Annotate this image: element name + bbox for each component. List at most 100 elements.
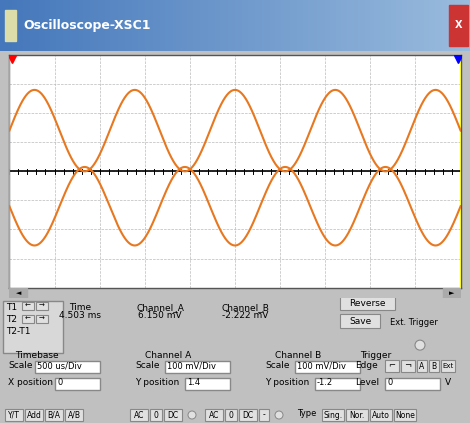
Text: Channel A: Channel A (145, 351, 191, 360)
Text: Oscilloscope-XSC1: Oscilloscope-XSC1 (24, 19, 151, 32)
Text: ¬: ¬ (405, 362, 412, 371)
Bar (35, 361, 100, 373)
Text: AC: AC (134, 410, 144, 420)
Text: 100 mV/Div: 100 mV/Div (167, 361, 216, 370)
Text: A: A (419, 362, 424, 371)
Text: Auto: Auto (372, 410, 390, 420)
Bar (239, 409, 257, 421)
Bar (401, 360, 415, 372)
Bar (55, 378, 100, 390)
Bar (394, 409, 416, 421)
Bar (340, 296, 395, 310)
Text: DC: DC (243, 410, 253, 420)
Text: X: X (454, 20, 462, 30)
Bar (22, 302, 34, 310)
Bar (150, 409, 162, 421)
Circle shape (275, 411, 283, 419)
Text: 0: 0 (154, 410, 158, 420)
Text: Add: Add (27, 410, 41, 420)
Bar (441, 360, 455, 372)
Bar (5, 409, 23, 421)
Text: Ext: Ext (442, 363, 454, 369)
Text: B: B (431, 362, 437, 371)
Text: ⌐: ⌐ (389, 362, 395, 371)
Bar (417, 360, 427, 372)
Text: 0: 0 (228, 410, 234, 420)
Text: Trigger: Trigger (360, 351, 391, 360)
Bar (340, 314, 380, 328)
Text: T2: T2 (6, 315, 17, 324)
Text: Channel_A: Channel_A (136, 303, 184, 312)
Text: Time: Time (69, 303, 91, 312)
Bar (185, 378, 230, 390)
Text: Channel_B: Channel_B (221, 303, 269, 312)
Bar (36, 302, 48, 310)
Text: DC: DC (167, 410, 179, 420)
Text: ←: ← (25, 316, 31, 322)
Text: 6.150 mV: 6.150 mV (138, 311, 182, 320)
Text: Nor.: Nor. (349, 410, 365, 420)
Text: X position: X position (8, 378, 53, 387)
Text: V: V (445, 378, 451, 387)
Bar (315, 378, 360, 390)
Text: ►: ► (449, 290, 454, 296)
Bar (45, 409, 63, 421)
Text: Type: Type (297, 409, 316, 418)
Text: 100 mV/Div: 100 mV/Div (297, 361, 346, 370)
Text: Edge: Edge (355, 361, 378, 370)
Bar (295, 361, 360, 373)
Text: None: None (395, 410, 415, 420)
Text: →: → (39, 316, 45, 322)
Bar (322, 409, 344, 421)
Bar (346, 409, 368, 421)
Text: Ext. Trigger: Ext. Trigger (390, 318, 438, 327)
Text: -2.222 mV: -2.222 mV (222, 311, 268, 320)
Text: Save: Save (349, 317, 371, 326)
Text: Channel B: Channel B (275, 351, 321, 360)
Text: AC: AC (209, 410, 219, 420)
Text: 1.4: 1.4 (187, 378, 200, 387)
Text: A/B: A/B (68, 410, 80, 420)
Bar (22, 315, 34, 323)
Bar (164, 409, 182, 421)
Bar (385, 378, 440, 390)
Bar (36, 315, 48, 323)
Text: Y/T: Y/T (8, 410, 20, 420)
Text: Reverse: Reverse (349, 299, 386, 308)
Bar (205, 409, 223, 421)
Text: 0: 0 (387, 378, 392, 387)
Text: B/A: B/A (47, 410, 61, 420)
Text: ◄: ◄ (16, 290, 21, 296)
Bar (25, 409, 43, 421)
Text: Sing.: Sing. (323, 410, 343, 420)
Text: →: → (39, 303, 45, 309)
Text: ←: ← (25, 303, 31, 309)
Text: T2-T1: T2-T1 (6, 327, 31, 336)
Bar (130, 409, 148, 421)
Bar (259, 409, 269, 421)
Text: T1: T1 (6, 303, 17, 312)
Text: -: - (263, 410, 266, 420)
Bar (165, 361, 230, 373)
Text: Y position: Y position (135, 378, 179, 387)
Text: -1.2: -1.2 (317, 378, 333, 387)
Bar (443, 288, 461, 298)
Text: Scale: Scale (135, 361, 159, 370)
Text: 0: 0 (57, 378, 62, 387)
Bar (65, 409, 83, 421)
Bar (9, 288, 27, 298)
Text: 4.503 ms: 4.503 ms (59, 311, 101, 320)
Text: Timebase: Timebase (15, 351, 59, 360)
Bar (449, 5, 468, 46)
Bar (429, 360, 439, 372)
Text: Scale: Scale (8, 361, 32, 370)
Bar (5, 10, 16, 41)
Bar (370, 409, 392, 421)
Circle shape (415, 340, 425, 350)
Bar (385, 360, 399, 372)
Text: Scale: Scale (265, 361, 290, 370)
Text: 500 us/Div: 500 us/Div (37, 361, 82, 370)
Bar (3, 301, 63, 353)
Circle shape (188, 411, 196, 419)
Bar (225, 409, 237, 421)
